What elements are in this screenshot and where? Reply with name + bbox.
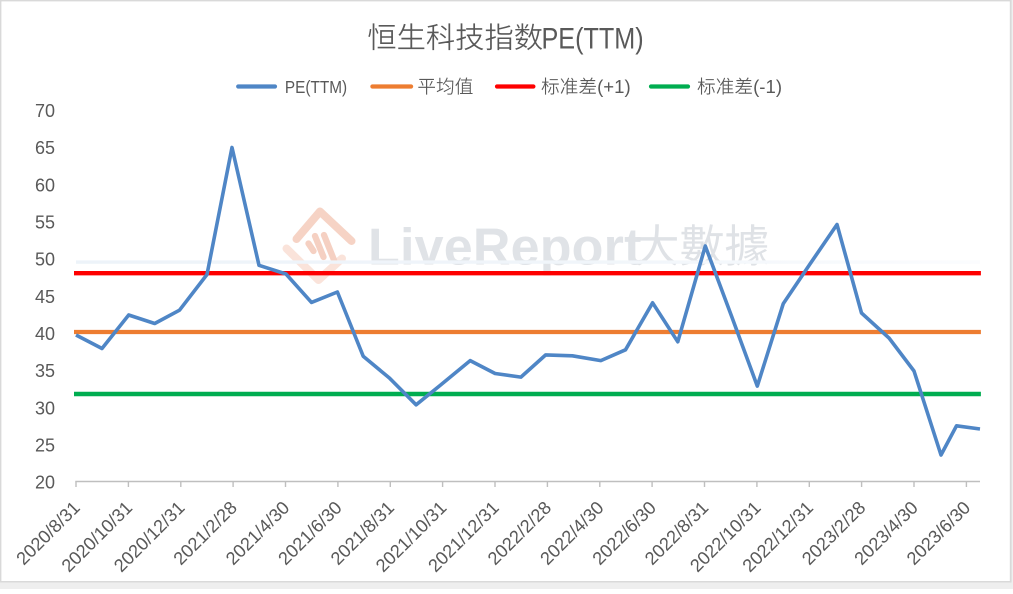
svg-text:60: 60 [35, 175, 55, 195]
svg-text:LiveReport: LiveReport [368, 219, 642, 277]
svg-text:20: 20 [35, 473, 55, 493]
svg-text:40: 40 [35, 324, 55, 344]
svg-text:50: 50 [35, 250, 55, 270]
svg-text:35: 35 [35, 361, 55, 381]
svg-text:30: 30 [35, 398, 55, 418]
svg-text:PE(TTM): PE(TTM) [285, 77, 347, 97]
svg-text:55: 55 [35, 213, 55, 233]
svg-text:(-1): (-1) [753, 76, 782, 97]
svg-text:25: 25 [35, 435, 55, 455]
svg-text:70: 70 [35, 101, 55, 121]
svg-text:65: 65 [35, 138, 55, 158]
svg-text:(+1): (+1) [597, 76, 631, 97]
svg-text:PE(TTM): PE(TTM) [542, 21, 644, 55]
svg-text:45: 45 [35, 287, 55, 307]
